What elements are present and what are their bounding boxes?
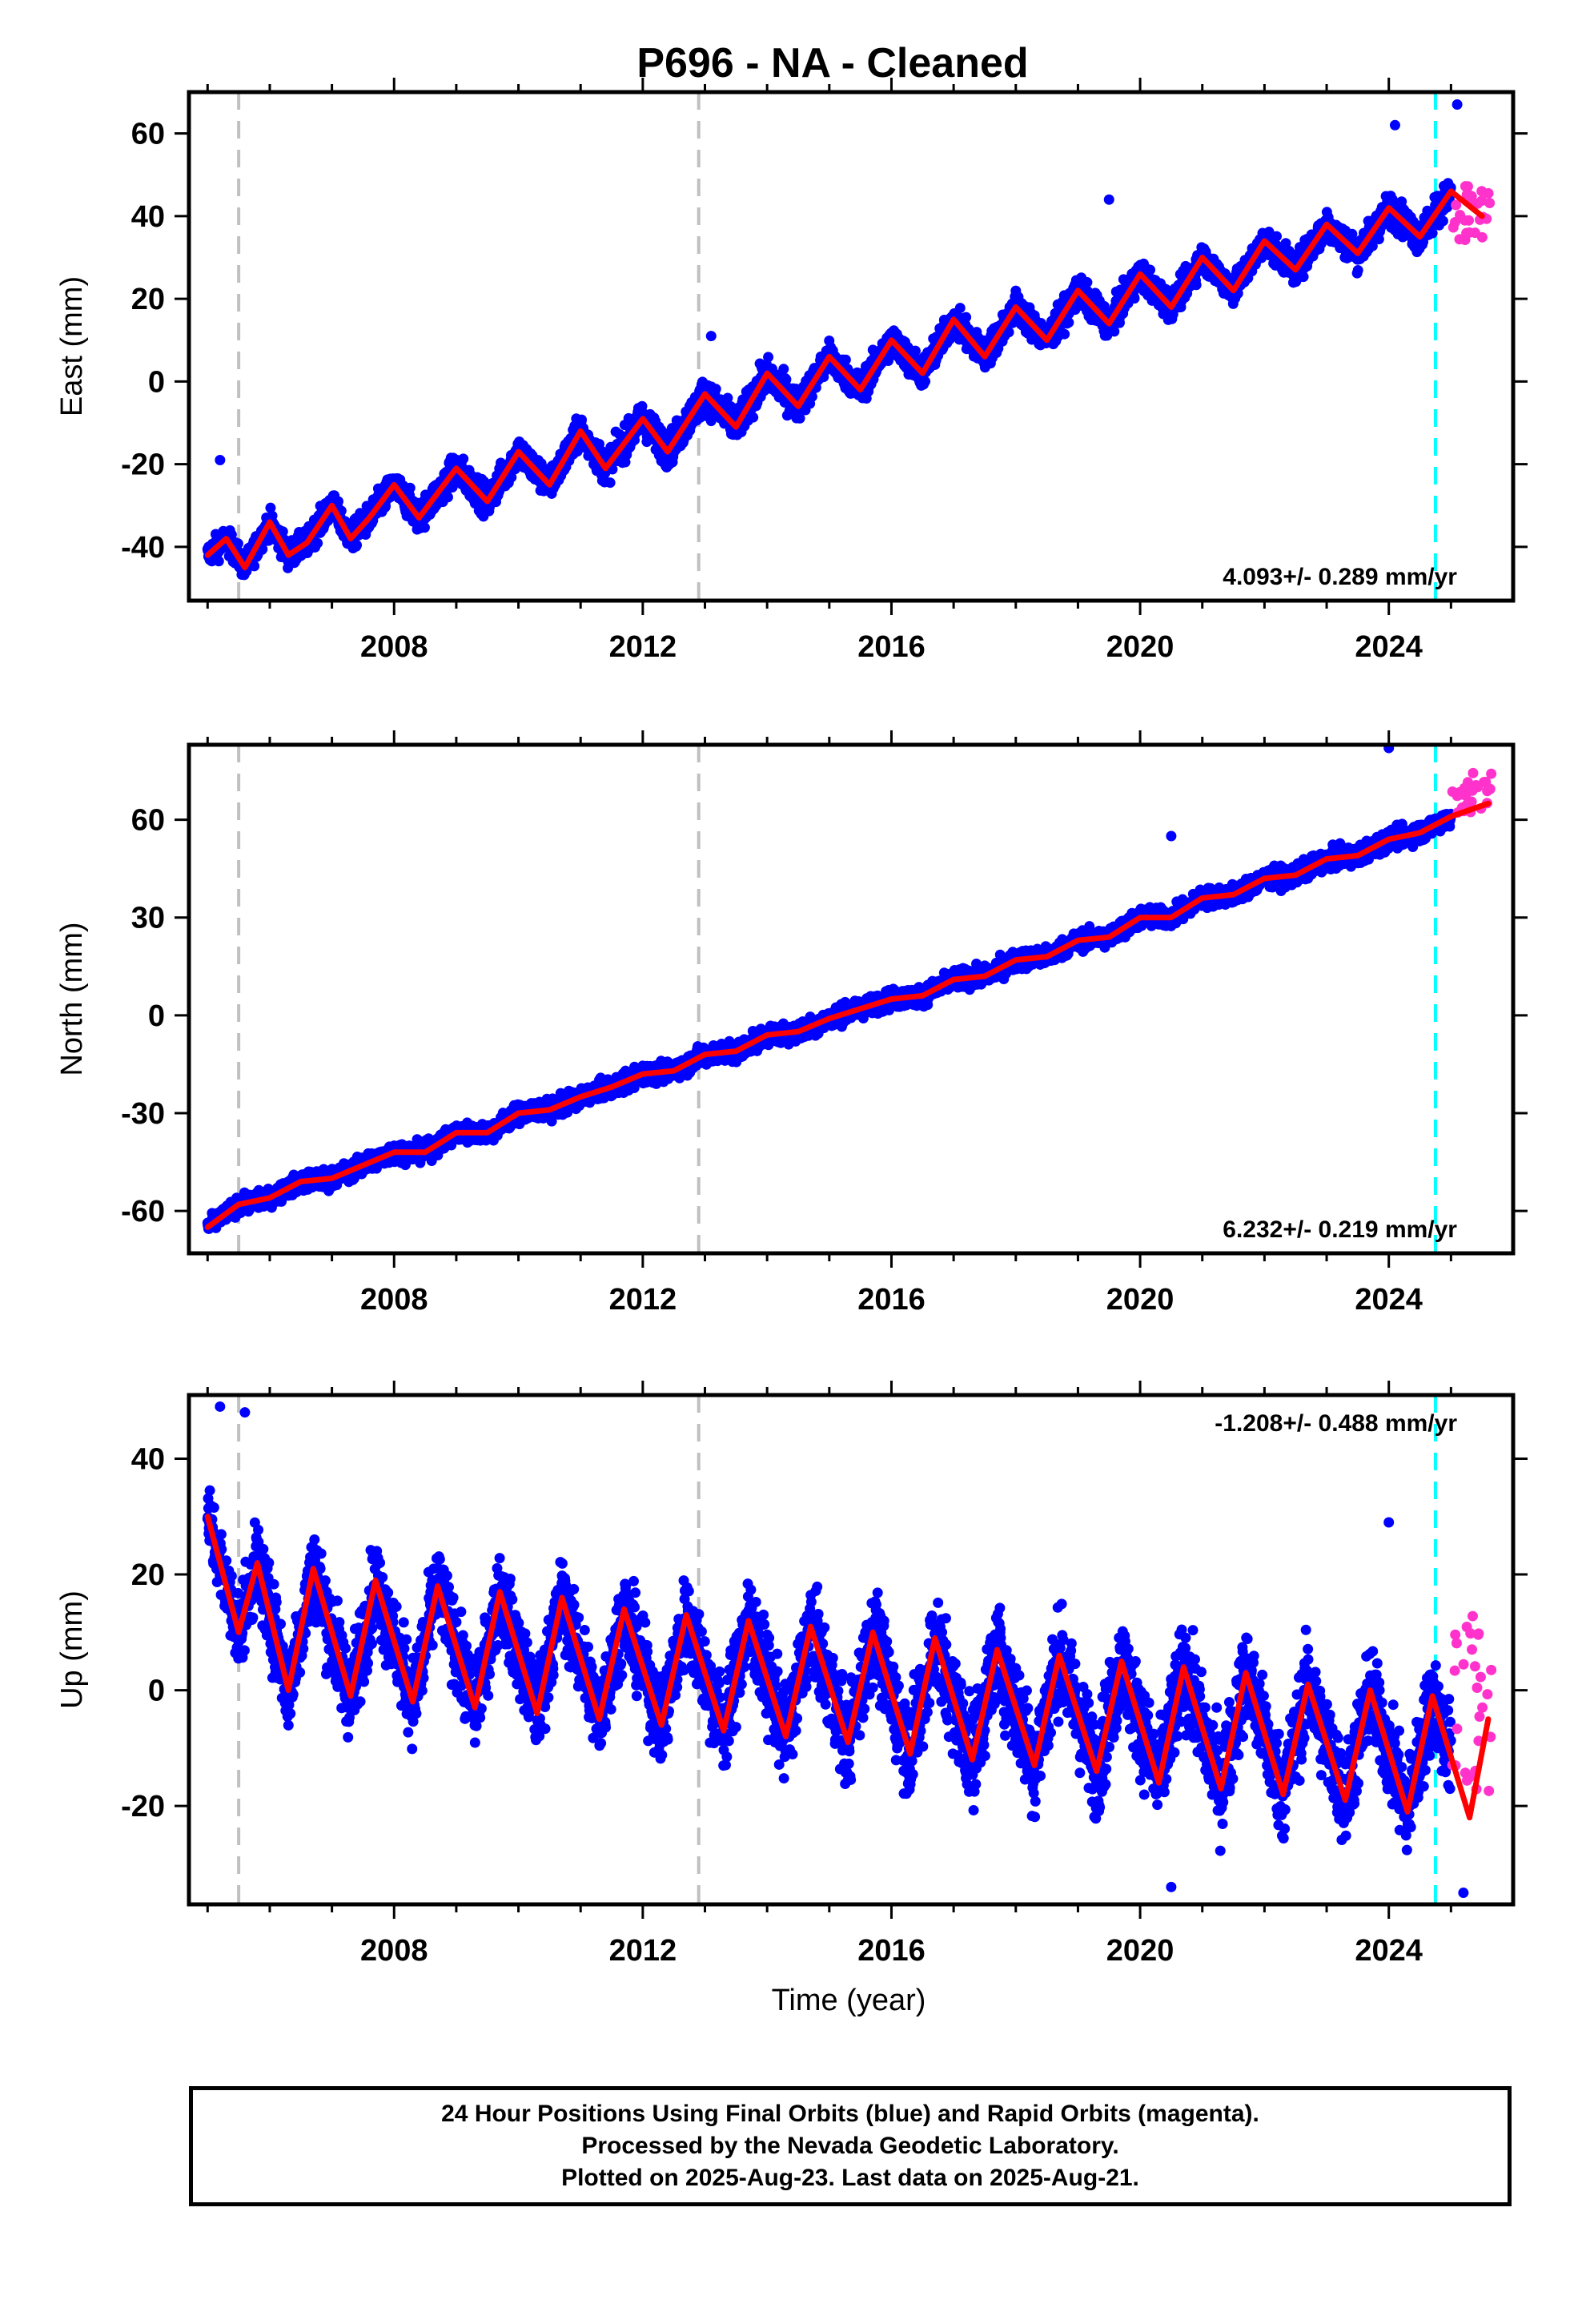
final-orbit-point [1298,271,1309,283]
final-orbit-point [778,364,789,375]
final-orbit-points [202,745,1456,1234]
final-orbit-point [1109,326,1120,337]
final-orbit-point [1063,317,1074,328]
x-tick-label: 2024 [1355,630,1423,664]
y-tick-label: 40 [131,200,165,234]
final-orbit-point [442,492,453,503]
final-orbit-point [576,414,587,425]
final-orbit-point [257,544,268,555]
final-orbit-point [1437,215,1448,227]
final-orbit-point [763,352,774,363]
final-orbit-point [705,416,717,427]
final-orbit-point [909,345,921,356]
y-tick-label: 60 [131,118,165,151]
final-orbit-point [458,453,469,464]
final-orbit-point [351,540,363,551]
final-orbit-point [404,482,416,493]
final-orbit-point [961,312,972,323]
rapid-orbit-point [1472,198,1484,209]
y-tick-label: -20 [121,448,165,482]
velocity-annotation: 4.093+/- 0.289 mm/yr [1223,564,1457,590]
outlier-point [705,331,717,342]
final-orbit-point [1003,327,1014,338]
final-orbit-point [419,522,430,533]
rapid-orbit-point [1470,227,1481,239]
final-orbit-point [226,529,237,541]
model-fit-line [204,188,1485,571]
final-orbit-point [781,374,792,385]
rapid-orbit-point [1483,187,1494,199]
final-orbit-point [1352,264,1363,275]
rapid-orbit-point [1484,198,1496,209]
final-orbit-point [722,392,733,404]
x-tick-label: 2016 [857,630,926,664]
final-orbit-point [840,354,851,365]
final-orbit-points [202,99,1463,581]
x-axis-title: Time (year) [772,1984,926,2017]
y-axis-title: East (mm) [55,276,89,416]
final-orbit-point [920,376,931,387]
final-orbit-point [882,355,893,366]
y-tick-label: 0 [148,365,165,399]
outlier-point [1389,119,1400,131]
chart-title: P696 - NA - Cleaned [636,40,1028,86]
x-tick-label: 2020 [1106,630,1174,664]
final-orbit-point [794,412,805,424]
panel-east: 2008 2012 2016 2020 2024 -40 -20 0 20 40 60 East (m… [55,78,1528,664]
outlier-point [215,454,226,465]
plot-area [202,92,1496,601]
final-orbit-point [312,537,323,549]
final-orbit-point [232,538,243,549]
final-orbit-point [748,412,759,423]
rapid-orbit-point [1449,216,1460,227]
outlier-point [1452,99,1463,110]
plot-frame [187,90,1516,603]
final-orbit-point [1059,328,1070,340]
final-orbit-point [1129,293,1140,304]
final-orbit-point [710,384,721,395]
final-orbit-point [277,526,288,537]
final-orbit-point [265,502,276,513]
rapid-orbit-point [1460,181,1471,192]
final-orbit-point [1145,264,1156,275]
final-orbit-point [954,303,966,314]
outlier-point [1103,194,1114,205]
final-orbit-point [249,561,260,572]
final-orbit-point [1191,279,1202,291]
x-tick-label: 2008 [360,630,428,664]
rapid-orbit-point [1454,234,1465,245]
final-orbit-point [213,556,224,567]
final-orbit-point [1347,228,1358,239]
rapid-orbit-points [1447,181,1496,246]
final-orbit-point [1427,227,1438,239]
plot-area [202,745,1497,1253]
rapid-orbit-point [1451,199,1462,211]
rapid-orbit-point [1461,227,1472,239]
y-tick-label: -40 [121,531,165,565]
final-orbit-point [806,391,817,402]
final-orbit-point [1082,277,1093,288]
x-tick-label: 2012 [609,630,677,664]
final-orbit-point [604,477,616,489]
rapid-orbit-point [1464,215,1475,226]
final-orbit-point [332,496,343,507]
y-tick-label: 20 [131,283,165,316]
final-orbit-point [1271,231,1282,242]
final-orbit-point [1367,240,1378,251]
